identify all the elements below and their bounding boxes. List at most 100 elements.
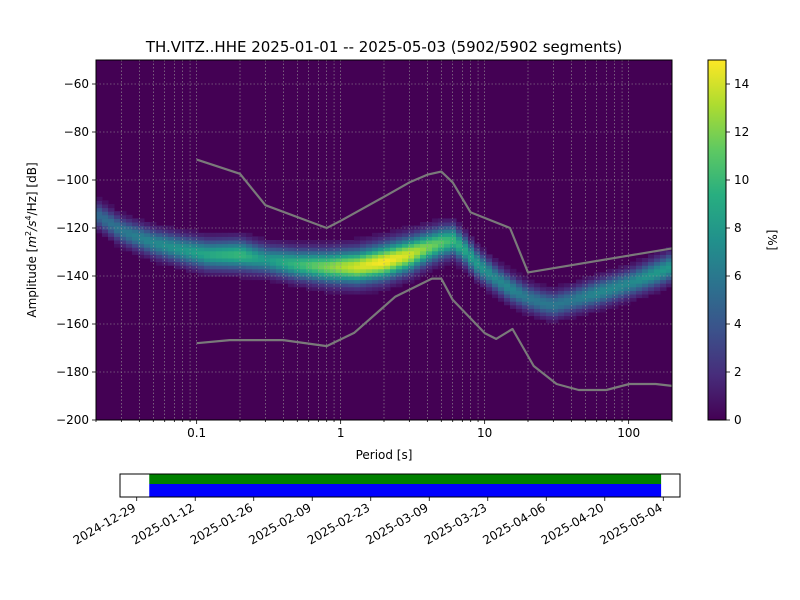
heatmap-cell	[402, 250, 409, 255]
heatmap-cell	[162, 232, 169, 237]
heatmap-cell	[366, 247, 373, 252]
heatmap-cell	[312, 247, 319, 252]
heatmap-cell	[498, 297, 505, 302]
heatmap-cell	[594, 286, 601, 291]
heatmap-cell	[426, 265, 433, 270]
heatmap-cell	[504, 297, 511, 302]
heatmap-cell	[390, 258, 397, 263]
heatmap-cell	[264, 243, 271, 248]
heatmap-cell	[102, 218, 109, 223]
timeline-tick-label: 2025-04-06	[480, 500, 547, 547]
heatmap-cell	[486, 265, 493, 270]
heatmap-cell	[216, 243, 223, 248]
heatmap-cell	[384, 283, 391, 288]
heatmap-cell	[186, 254, 193, 259]
heatmap-cell	[660, 265, 667, 270]
heatmap-cell	[384, 243, 391, 248]
heatmap-cell	[174, 247, 181, 252]
heatmap-cell	[390, 232, 397, 237]
heatmap-cell	[492, 272, 499, 277]
heatmap-cell	[414, 268, 421, 273]
heatmap-cell	[204, 232, 211, 237]
heatmap-cell	[468, 268, 475, 273]
heatmap-cell	[234, 258, 241, 263]
heatmap-cell	[186, 250, 193, 255]
heatmap-cell	[144, 232, 151, 237]
heatmap-cell	[600, 301, 607, 306]
heatmap-cell	[396, 240, 403, 245]
heatmap-cell	[186, 268, 193, 273]
heatmap-cell	[168, 250, 175, 255]
heatmap-cell	[330, 272, 337, 277]
heatmap-cell	[492, 283, 499, 288]
heatmap-cell	[300, 254, 307, 259]
heatmap-cell	[288, 283, 295, 288]
heatmap-cell	[564, 315, 571, 320]
heatmap-cell	[210, 268, 217, 273]
y-tick-label: −140	[56, 269, 89, 283]
heatmap-cell	[642, 272, 649, 277]
heatmap-cell	[330, 243, 337, 248]
heatmap-cell	[420, 258, 427, 263]
heatmap-cell	[156, 236, 163, 241]
heatmap-cell	[198, 247, 205, 252]
heatmap-cell	[402, 254, 409, 259]
heatmap-cell	[258, 276, 265, 281]
heatmap-cell	[420, 261, 427, 266]
heatmap-cell	[462, 240, 469, 245]
heatmap-cell	[486, 283, 493, 288]
heatmap-cell	[408, 229, 415, 234]
heatmap-cell	[420, 243, 427, 248]
heatmap-cell	[144, 222, 151, 227]
heatmap-cell	[312, 268, 319, 273]
heatmap-cell	[570, 294, 577, 299]
heatmap-cell	[282, 247, 289, 252]
heatmap-cell	[402, 240, 409, 245]
heatmap-cell	[456, 236, 463, 241]
heatmap-cell	[558, 290, 565, 295]
heatmap-cell	[330, 286, 337, 291]
heatmap-cell	[222, 243, 229, 248]
heatmap-cell	[108, 229, 115, 234]
heatmap-cell	[450, 258, 457, 263]
heatmap-cell	[336, 254, 343, 259]
heatmap-cell	[144, 247, 151, 252]
heatmap-cell	[378, 258, 385, 263]
heatmap-cell	[360, 286, 367, 291]
timeline-tick-label: 2025-05-04	[597, 500, 664, 547]
heatmap-cell	[366, 250, 373, 255]
heatmap-cell	[516, 308, 523, 313]
heatmap-cell	[108, 204, 115, 209]
heatmap-cell	[204, 243, 211, 248]
heatmap-cell	[234, 236, 241, 241]
heatmap-cell	[408, 276, 415, 281]
heatmap-cell	[342, 272, 349, 277]
heatmap-cell	[420, 229, 427, 234]
heatmap-cell	[432, 254, 439, 259]
heatmap-cell	[258, 261, 265, 266]
heatmap-cell	[120, 247, 127, 252]
heatmap-cell	[516, 290, 523, 295]
heatmap-cell	[636, 294, 643, 299]
heatmap-cell	[498, 279, 505, 284]
heatmap-cell	[360, 276, 367, 281]
heatmap-cell	[384, 272, 391, 277]
heatmap-cell	[174, 236, 181, 241]
heatmap-cell	[144, 254, 151, 259]
heatmap-cell	[654, 250, 661, 255]
heatmap-cell	[588, 279, 595, 284]
heatmap-cell	[300, 268, 307, 273]
heatmap-cell	[564, 294, 571, 299]
heatmap-cell	[414, 250, 421, 255]
heatmap-cell	[564, 308, 571, 313]
heatmap-cell	[558, 294, 565, 299]
heatmap-cell	[342, 247, 349, 252]
heatmap-cell	[636, 258, 643, 263]
heatmap-cell	[288, 265, 295, 270]
heatmap-cell	[480, 261, 487, 266]
heatmap-cell	[246, 268, 253, 273]
heatmap-cell	[630, 265, 637, 270]
heatmap-cell	[612, 286, 619, 291]
heatmap-cell	[480, 279, 487, 284]
